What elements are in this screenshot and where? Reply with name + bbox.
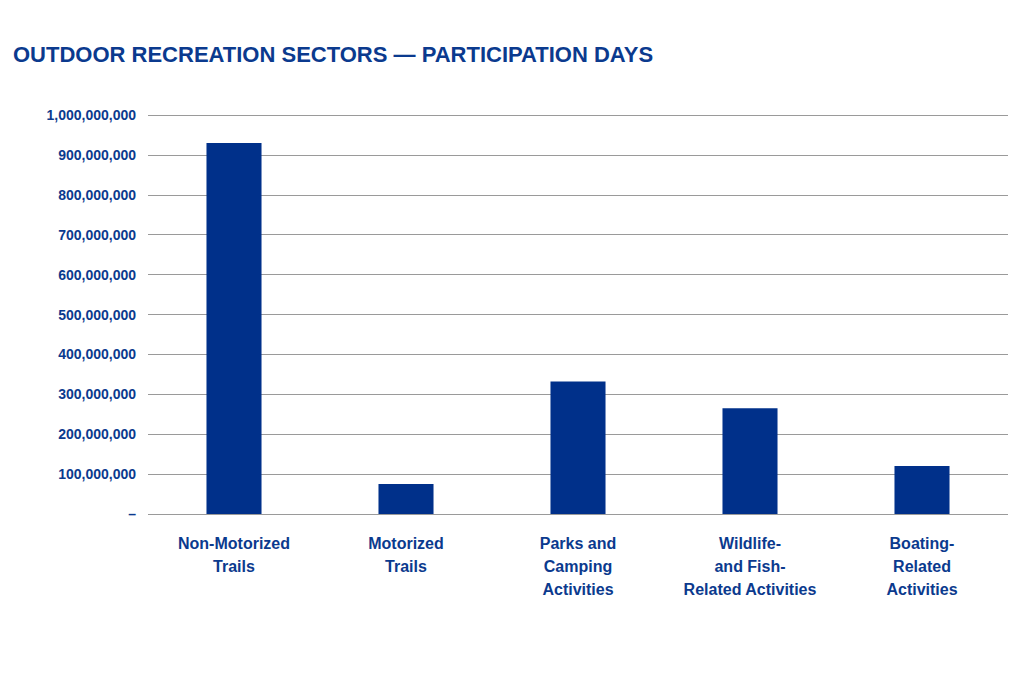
- svg-text:200,000,000: 200,000,000: [58, 426, 136, 442]
- svg-text:700,000,000: 700,000,000: [58, 227, 136, 243]
- svg-text:OUTDOOR RECREATION SECTORS — P: OUTDOOR RECREATION SECTORS — PARTICIPATI…: [13, 42, 653, 67]
- svg-text:and Fish-: and Fish-: [714, 558, 785, 575]
- svg-text:Camping: Camping: [544, 558, 612, 575]
- svg-text:Related Activities: Related Activities: [684, 581, 817, 598]
- svg-text:1,000,000,000: 1,000,000,000: [46, 107, 136, 123]
- svg-text:Activities: Activities: [886, 581, 957, 598]
- svg-text:100,000,000: 100,000,000: [58, 466, 136, 482]
- svg-text:300,000,000: 300,000,000: [58, 386, 136, 402]
- svg-text:Non-Motorized: Non-Motorized: [178, 535, 290, 552]
- svg-text:400,000,000: 400,000,000: [58, 346, 136, 362]
- svg-text:Trails: Trails: [213, 558, 255, 575]
- svg-text:Motorized: Motorized: [368, 535, 444, 552]
- svg-text:800,000,000: 800,000,000: [58, 187, 136, 203]
- svg-text:500,000,000: 500,000,000: [58, 307, 136, 323]
- svg-text:600,000,000: 600,000,000: [58, 267, 136, 283]
- svg-text:900,000,000: 900,000,000: [58, 147, 136, 163]
- svg-text:Wildlife-: Wildlife-: [719, 535, 781, 552]
- svg-text:–: –: [128, 506, 136, 522]
- svg-text:Activities: Activities: [542, 581, 613, 598]
- svg-text:Boating-: Boating-: [890, 535, 955, 552]
- svg-text:Related: Related: [893, 558, 951, 575]
- svg-text:Trails: Trails: [385, 558, 427, 575]
- svg-text:Parks and: Parks and: [540, 535, 616, 552]
